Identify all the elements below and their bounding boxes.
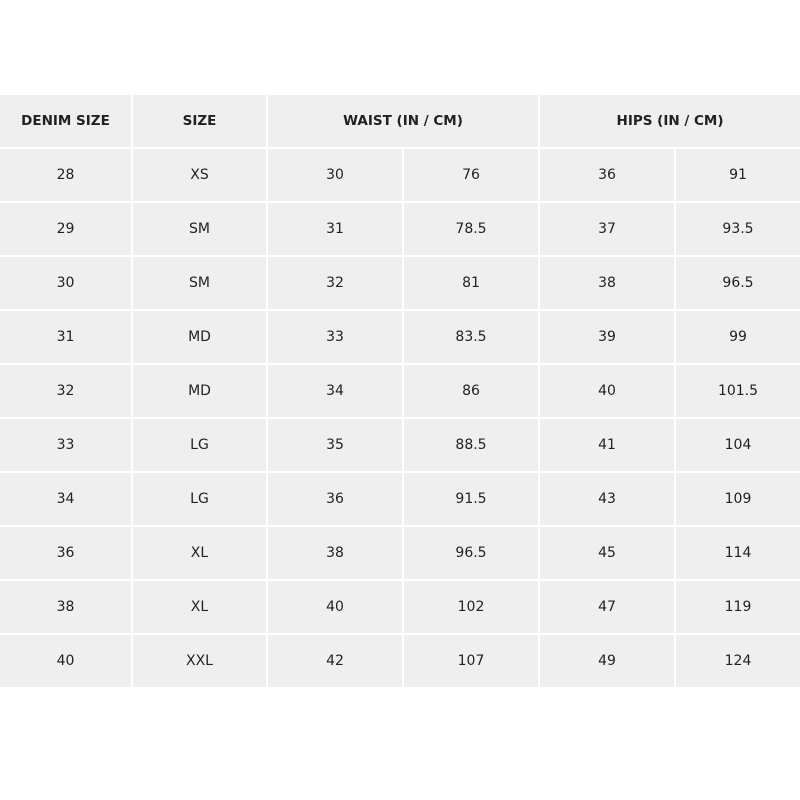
cell-hips-in: 40 (538, 363, 677, 419)
cell-size: LG (131, 471, 268, 527)
cell-hips-in: 49 (538, 633, 677, 689)
table-row: 33 LG 35 88.5 41 104 (0, 417, 800, 473)
cell-denim-size: 31 (0, 309, 133, 365)
cell-hips-cm: 96.5 (674, 255, 800, 311)
cell-hips-in: 38 (538, 255, 677, 311)
header-row: DENIM SIZE SIZE WAIST (IN / CM) HIPS (IN… (0, 95, 800, 149)
cell-hips-in: 43 (538, 471, 677, 527)
cell-denim-size: 36 (0, 525, 133, 581)
cell-waist-cm: 88.5 (401, 417, 541, 473)
cell-denim-size: 28 (0, 147, 133, 203)
cell-hips-cm: 99 (674, 309, 800, 365)
cell-waist-in: 42 (266, 633, 404, 689)
cell-hips-in: 36 (538, 147, 677, 203)
cell-denim-size: 33 (0, 417, 133, 473)
cell-size: XL (131, 525, 268, 581)
cell-size: LG (131, 417, 268, 473)
cell-size: XS (131, 147, 268, 203)
cell-hips-in: 45 (538, 525, 677, 581)
cell-waist-in: 35 (266, 417, 404, 473)
cell-waist-cm: 78.5 (401, 201, 541, 257)
cell-hips-cm: 104 (674, 417, 800, 473)
cell-waist-cm: 91.5 (401, 471, 541, 527)
header-size: SIZE (131, 95, 268, 149)
cell-size: XL (131, 579, 268, 635)
cell-hips-cm: 91 (674, 147, 800, 203)
cell-hips-in: 39 (538, 309, 677, 365)
cell-waist-cm: 81 (401, 255, 541, 311)
header-hips: HIPS (IN / CM) (538, 95, 800, 149)
cell-denim-size: 34 (0, 471, 133, 527)
cell-waist-cm: 86 (401, 363, 541, 419)
cell-waist-in: 40 (266, 579, 404, 635)
table-row: 29 SM 31 78.5 37 93.5 (0, 201, 800, 257)
cell-hips-cm: 119 (674, 579, 800, 635)
cell-waist-in: 38 (266, 525, 404, 581)
cell-waist-cm: 83.5 (401, 309, 541, 365)
table-row: 28 XS 30 76 36 91 (0, 147, 800, 203)
size-chart-table: DENIM SIZE SIZE WAIST (IN / CM) HIPS (IN… (0, 95, 800, 689)
cell-hips-in: 37 (538, 201, 677, 257)
cell-denim-size: 40 (0, 633, 133, 689)
cell-hips-cm: 101.5 (674, 363, 800, 419)
cell-size: MD (131, 309, 268, 365)
cell-denim-size: 38 (0, 579, 133, 635)
cell-hips-cm: 109 (674, 471, 800, 527)
header-waist: WAIST (IN / CM) (265, 95, 541, 149)
cell-waist-cm: 96.5 (401, 525, 541, 581)
table-row: 40 XXL 42 107 49 124 (0, 633, 800, 689)
cell-waist-in: 33 (266, 309, 404, 365)
cell-waist-in: 30 (266, 147, 404, 203)
cell-waist-cm: 102 (401, 579, 541, 635)
table-row: 38 XL 40 102 47 119 (0, 579, 800, 635)
cell-hips-cm: 93.5 (674, 201, 800, 257)
cell-waist-in: 32 (266, 255, 404, 311)
cell-size: SM (131, 201, 268, 257)
cell-size: MD (131, 363, 268, 419)
table-row: 34 LG 36 91.5 43 109 (0, 471, 800, 527)
cell-hips-in: 41 (538, 417, 677, 473)
cell-denim-size: 29 (0, 201, 133, 257)
cell-denim-size: 32 (0, 363, 133, 419)
cell-waist-cm: 76 (401, 147, 541, 203)
cell-waist-in: 31 (266, 201, 404, 257)
cell-waist-in: 36 (266, 471, 404, 527)
cell-hips-cm: 114 (674, 525, 800, 581)
cell-waist-in: 34 (266, 363, 404, 419)
header-denim-size: DENIM SIZE (0, 95, 133, 149)
table-row: 32 MD 34 86 40 101.5 (0, 363, 800, 419)
table-row: 31 MD 33 83.5 39 99 (0, 309, 800, 365)
cell-hips-in: 47 (538, 579, 677, 635)
cell-waist-cm: 107 (401, 633, 541, 689)
cell-denim-size: 30 (0, 255, 133, 311)
cell-size: SM (131, 255, 268, 311)
cell-size: XXL (131, 633, 268, 689)
table-row: 30 SM 32 81 38 96.5 (0, 255, 800, 311)
table-row: 36 XL 38 96.5 45 114 (0, 525, 800, 581)
cell-hips-cm: 124 (674, 633, 800, 689)
